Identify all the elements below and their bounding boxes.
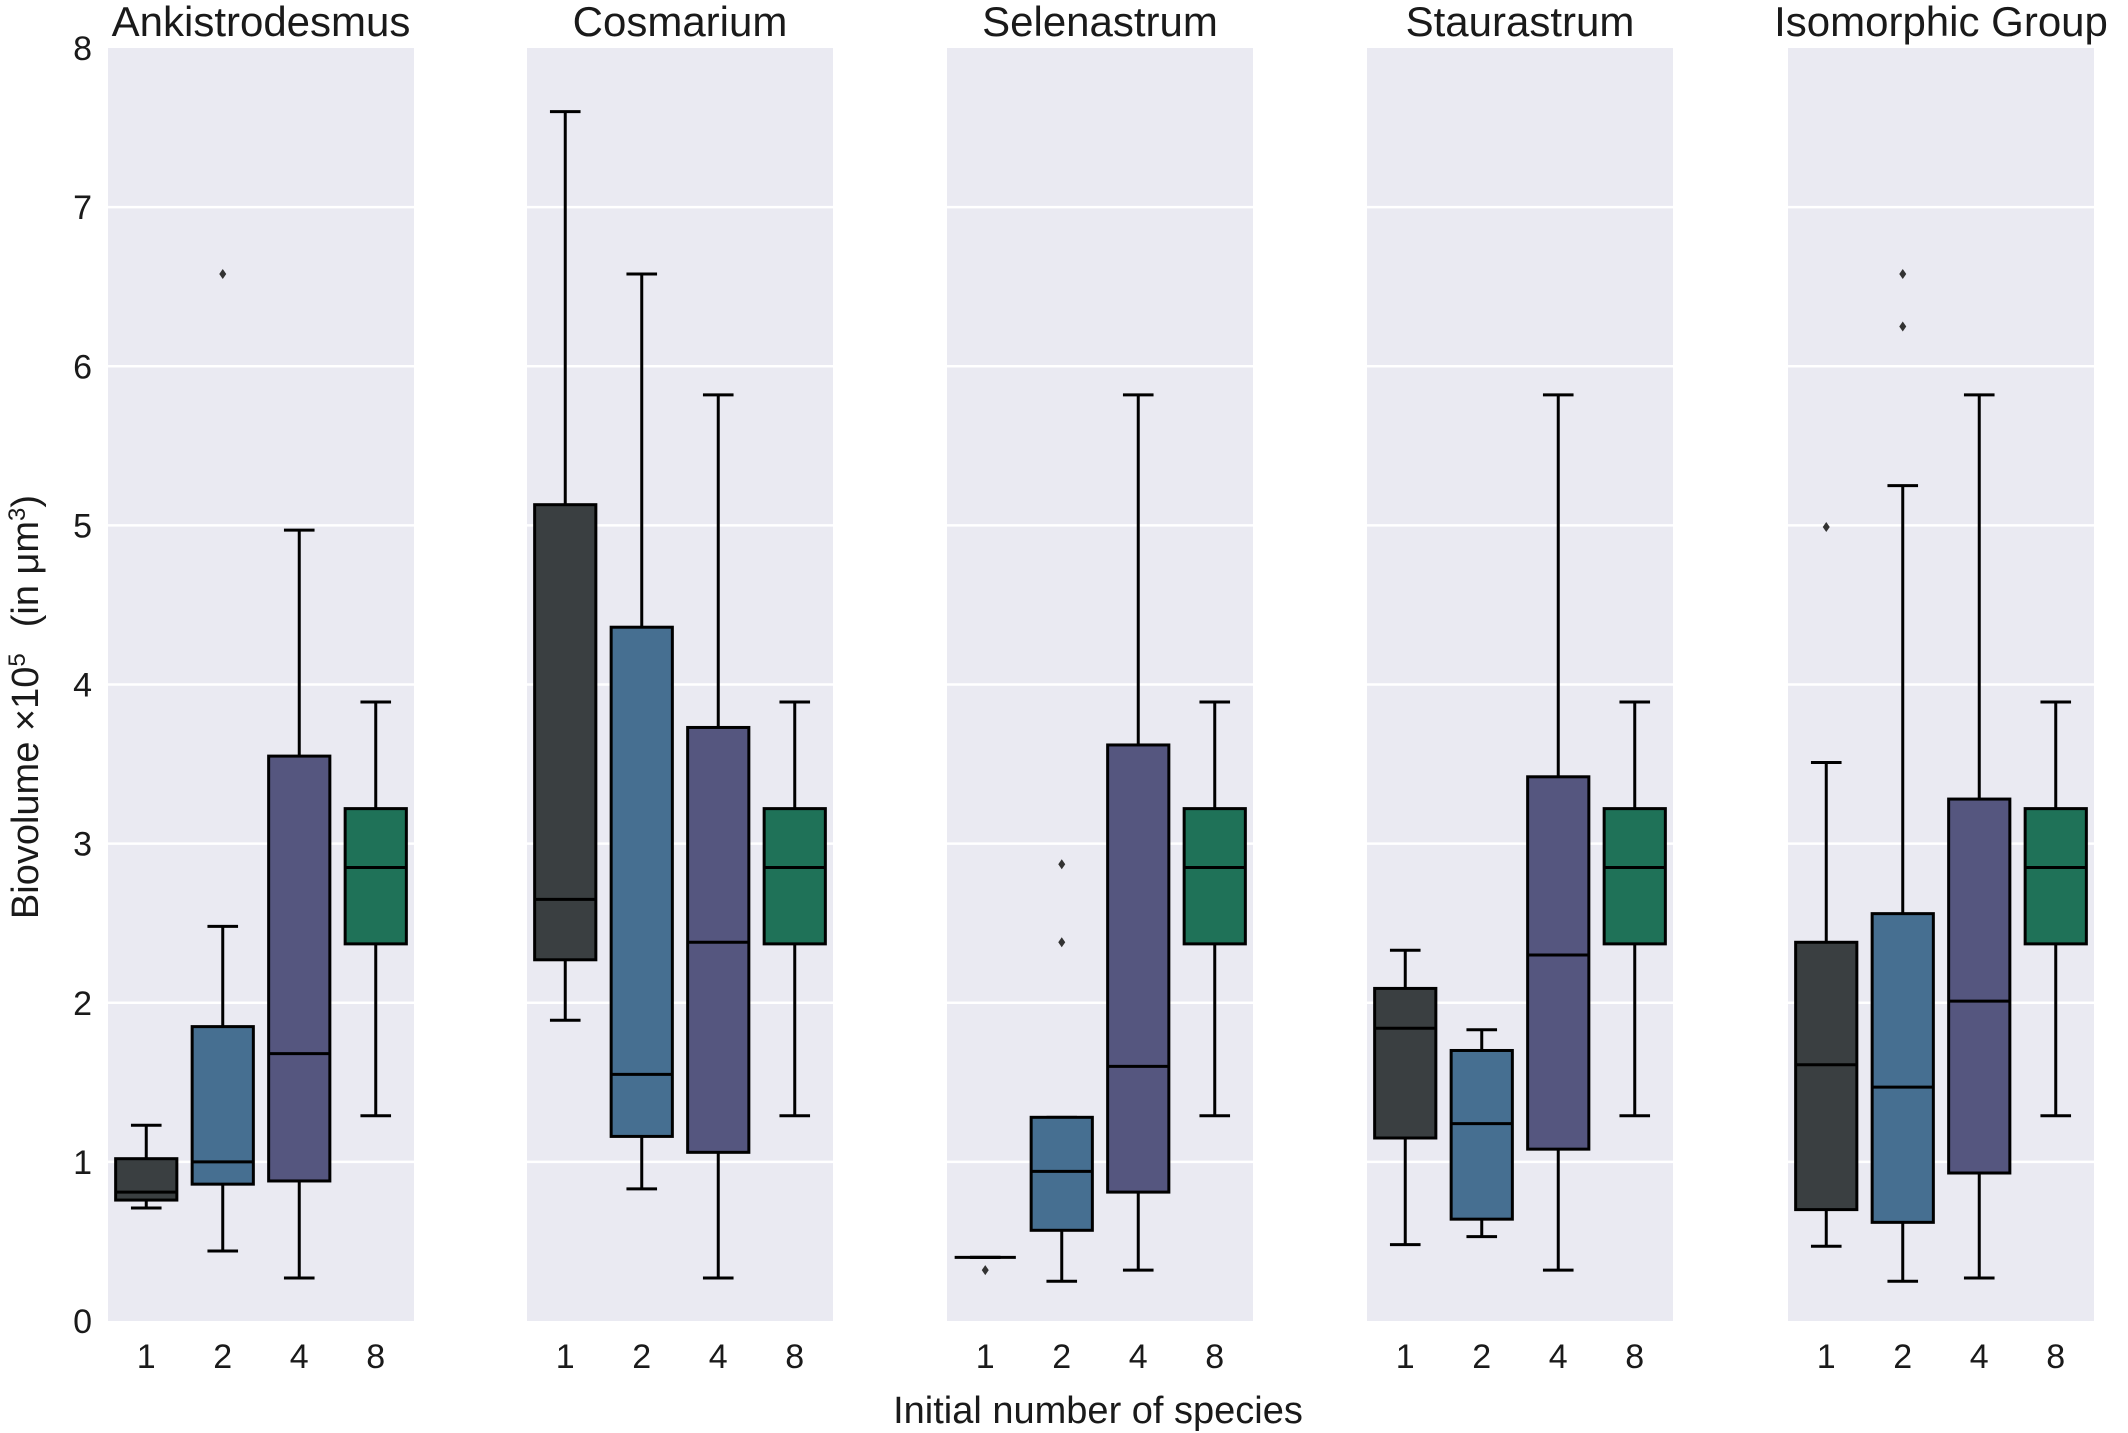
x-tick-label: 1 (137, 1338, 156, 1376)
box-group (114, 1123, 179, 1210)
panel-title: Selenastrum (982, 0, 1218, 45)
box (1106, 743, 1171, 1194)
box-group (1373, 948, 1438, 1247)
x-tick-label: 1 (1817, 1338, 1836, 1376)
x-tick-label: 4 (1549, 1338, 1568, 1376)
box-group (1794, 521, 1859, 1248)
y-axis-label-unit: (in μm (5, 521, 47, 627)
outlier-point (219, 268, 227, 279)
x-axis-label: Initial number of species (893, 1390, 1303, 1432)
x-tick-label: 2 (213, 1338, 232, 1376)
box-group (2023, 700, 2088, 1118)
box-group (1182, 700, 1247, 1118)
box (686, 725, 751, 1154)
outlier-point (1058, 859, 1066, 870)
y-tick-label: 2 (73, 985, 92, 1023)
outlier-point (1058, 937, 1066, 948)
box (1947, 797, 2012, 1175)
panel-title: Staurastrum (1406, 0, 1635, 45)
x-tick-label: 1 (976, 1338, 995, 1376)
box-group (1449, 1028, 1514, 1239)
box (1373, 986, 1438, 1140)
y-tick-label: 7 (73, 189, 92, 227)
x-tick-label: 4 (1970, 1338, 1989, 1376)
y-tick-label: 6 (73, 348, 92, 386)
outlier-point (981, 1265, 989, 1276)
box-group (1029, 859, 1094, 1283)
box (1029, 1115, 1094, 1232)
x-tick-label: 8 (785, 1338, 804, 1376)
x-tick-label: 4 (1129, 1338, 1148, 1376)
y-tick-label: 8 (73, 30, 92, 68)
box (190, 1025, 255, 1186)
x-tick-label: 8 (366, 1338, 385, 1376)
box (267, 754, 332, 1183)
outlier-point (1899, 321, 1907, 332)
y-axis-label-unit-close: ) (5, 495, 47, 508)
box (1794, 940, 1859, 1212)
panel-title: Cosmarium (573, 0, 788, 45)
box (1870, 912, 1935, 1224)
box-group (1947, 393, 2012, 1280)
panel-selenastrum: Selenastrum 1 2 4 8 (947, 0, 1253, 1376)
outlier-point (1899, 268, 1907, 279)
y-axis-label: Biovolume ×105 (in μm3) (4, 495, 48, 919)
box-group (1106, 393, 1171, 1272)
box (762, 807, 827, 946)
box-group (533, 110, 598, 1022)
panel-cosmarium: Cosmarium 1 2 4 8 (527, 0, 833, 1376)
x-tick-label: 2 (1472, 1338, 1491, 1376)
box (343, 807, 408, 946)
box (533, 503, 598, 962)
y-tick-label: 1 (73, 1144, 92, 1182)
box-group (1870, 268, 1935, 1283)
box-group (1602, 700, 1667, 1118)
panel-title: Isomorphic Group (1774, 0, 2108, 45)
x-tick-label: 2 (1893, 1338, 1912, 1376)
box (2023, 807, 2088, 946)
y-axis-label-unit-exponent: 3 (4, 508, 31, 521)
panel-ankistrodesmus: Ankistrodesmus 1 2 4 8 (108, 0, 414, 1376)
x-tick-label: 1 (1396, 1338, 1415, 1376)
box (1602, 807, 1667, 946)
x-tick-label: 4 (709, 1338, 728, 1376)
y-tick-label: 3 (73, 826, 92, 864)
box-group (1526, 393, 1591, 1272)
y-axis-label-exponent: 5 (4, 653, 31, 666)
box (609, 625, 674, 1138)
x-tick-label: 8 (2046, 1338, 2065, 1376)
x-tick-label: 2 (1052, 1338, 1071, 1376)
box (1182, 807, 1247, 946)
panel-staurastrum: Staurastrum 1 2 4 8 (1367, 0, 1673, 1376)
y-tick-label: 4 (73, 667, 92, 705)
box-group (190, 268, 255, 1253)
panel-isomorphic-group: Isomorphic Group 1 2 4 8 (1774, 0, 2108, 1376)
box (114, 1157, 179, 1202)
x-tick-label: 4 (290, 1338, 309, 1376)
x-tick-label: 1 (556, 1338, 575, 1376)
box-group (762, 700, 827, 1118)
x-tick-label: 8 (1205, 1338, 1224, 1376)
y-axis-label-main: Biovolume ×10 (5, 667, 47, 919)
outlier-point (1822, 521, 1830, 532)
y-axis: 0 1 2 3 4 5 6 7 8 (73, 30, 92, 1341)
box (1449, 1048, 1514, 1221)
box-group (686, 393, 751, 1280)
y-tick-label: 0 (73, 1303, 92, 1341)
x-tick-label: 8 (1625, 1338, 1644, 1376)
box (1526, 775, 1591, 1151)
box-group (609, 272, 674, 1191)
box-group (343, 700, 408, 1118)
panel-title: Ankistrodesmus (112, 0, 411, 45)
x-tick-label: 2 (632, 1338, 651, 1376)
box-group (267, 528, 332, 1280)
box-group (954, 1255, 1016, 1276)
y-tick-label: 5 (73, 507, 92, 545)
